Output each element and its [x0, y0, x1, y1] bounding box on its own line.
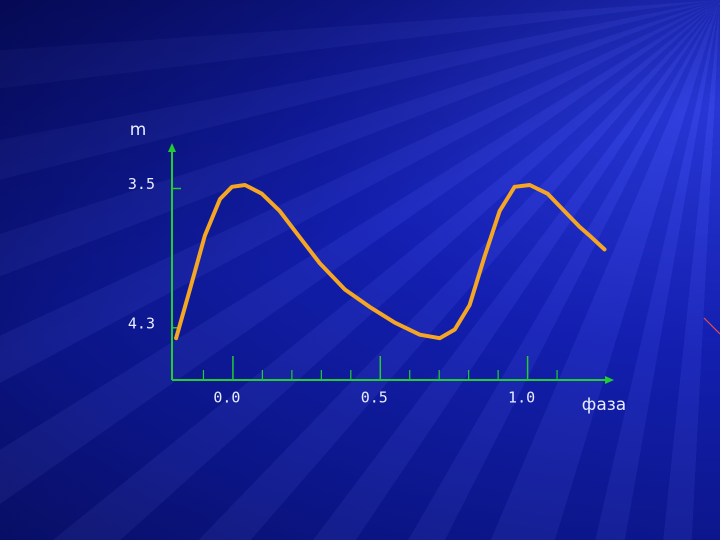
decoration — [703, 317, 720, 335]
y-tick-label: 3.5 — [128, 175, 155, 193]
x-axis-label: фаза — [582, 395, 626, 415]
y-tick-label: 4.3 — [128, 314, 155, 332]
y-arrow — [168, 143, 176, 152]
light-curve — [174, 183, 607, 341]
y-axis-label: m — [130, 120, 147, 140]
x-arrow — [605, 376, 614, 384]
x-tick-label: 0.0 — [213, 389, 240, 407]
x-tick-label: 1.0 — [508, 389, 535, 407]
x-tick-label: 0.5 — [361, 389, 388, 407]
